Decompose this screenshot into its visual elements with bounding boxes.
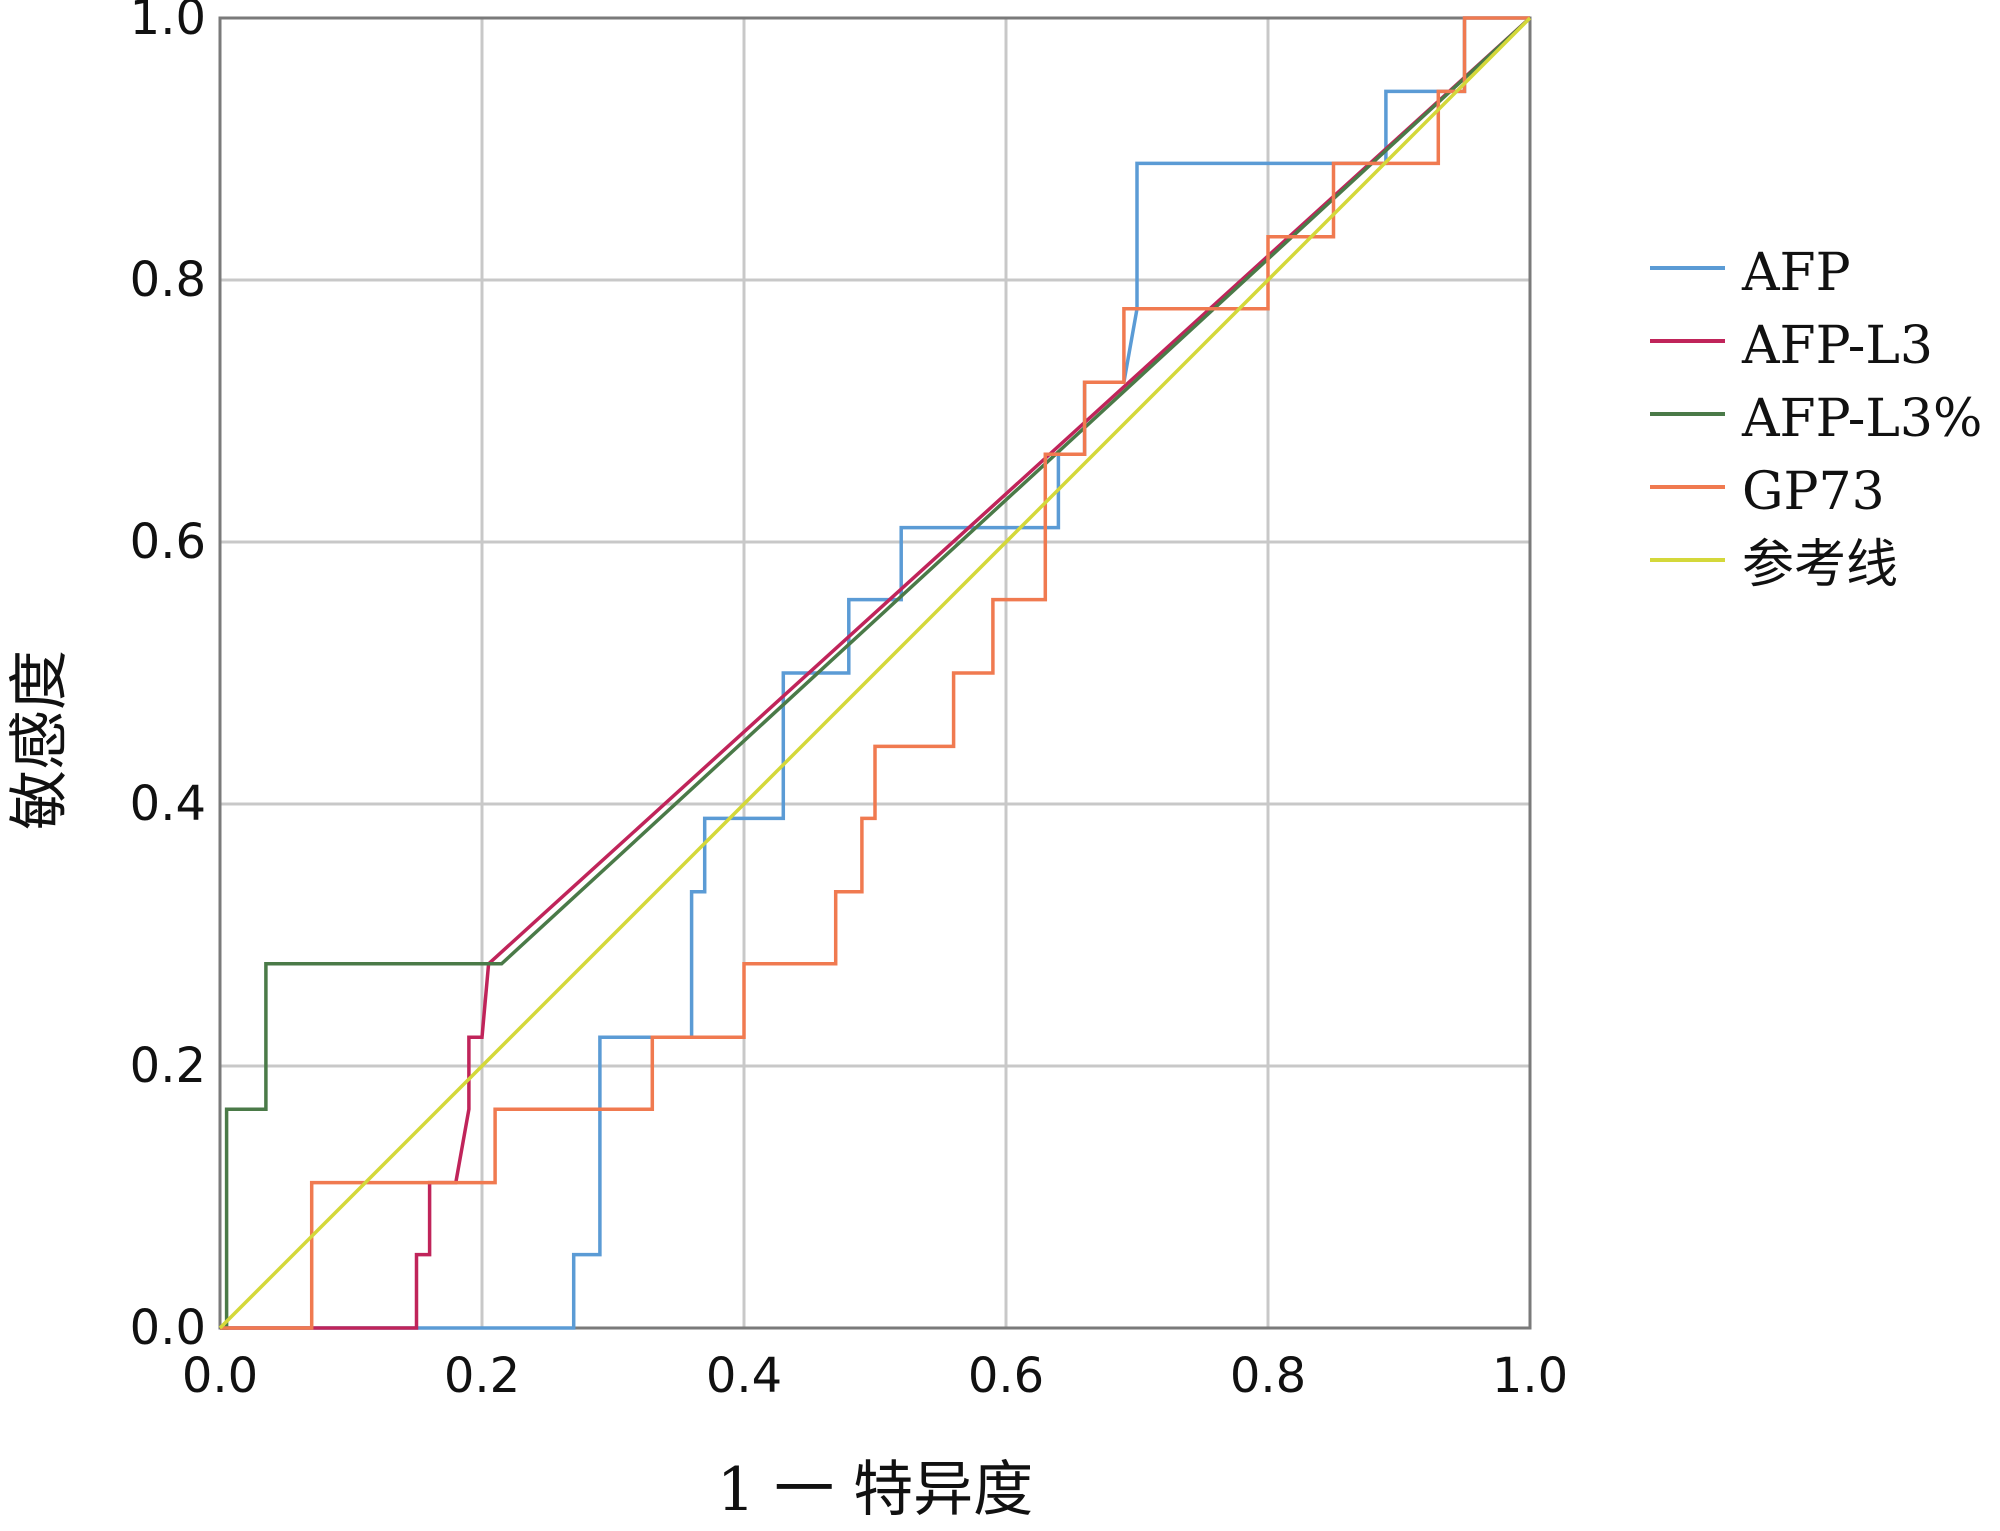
y-axis-ticks: 0.0 0.2 0.4 0.6 0.8 1.0 bbox=[130, 0, 206, 1356]
x-tick-label: 0.8 bbox=[1230, 1348, 1306, 1404]
legend-label-AFP-L3: AFP-L3 bbox=[1741, 316, 1933, 376]
y-tick-label: 0.8 bbox=[130, 252, 206, 308]
x-tick-label: 0.0 bbox=[182, 1348, 258, 1404]
y-tick-label: 1.0 bbox=[130, 0, 206, 46]
series-line-GP73 bbox=[220, 16, 1530, 1330]
x-axis-title: 1 一 特异度 bbox=[717, 1455, 1033, 1525]
series-line-AFP bbox=[220, 16, 1530, 1330]
series-line-参考线 bbox=[218, 16, 1532, 1330]
y-tick-label: 0.4 bbox=[130, 776, 206, 832]
y-tick-label: 0.0 bbox=[130, 1300, 206, 1356]
legend-label-AFP-L3%: AFP-L3% bbox=[1741, 389, 1982, 449]
legend-label-AFP: AFP bbox=[1741, 243, 1851, 303]
x-tick-label: 0.6 bbox=[968, 1348, 1044, 1404]
x-axis-ticks: 0.0 0.2 0.4 0.6 0.8 1.0 bbox=[182, 1348, 1568, 1404]
series-lines bbox=[218, 16, 1532, 1330]
plot-frame bbox=[218, 16, 1532, 1330]
legend-label-参考线: 参考线 bbox=[1742, 535, 1898, 595]
legend-label-GP73: GP73 bbox=[1742, 462, 1885, 522]
legend: AFP AFP-L3 AFP-L3% GP73 参考线 bbox=[1650, 243, 1982, 595]
y-tick-label: 0.2 bbox=[130, 1038, 206, 1094]
x-tick-label: 0.2 bbox=[444, 1348, 520, 1404]
y-tick-label: 0.6 bbox=[130, 514, 206, 570]
x-tick-label: 0.4 bbox=[706, 1348, 782, 1404]
y-axis-title: 敏感度 bbox=[5, 650, 75, 830]
x-tick-label: 1.0 bbox=[1492, 1348, 1568, 1404]
